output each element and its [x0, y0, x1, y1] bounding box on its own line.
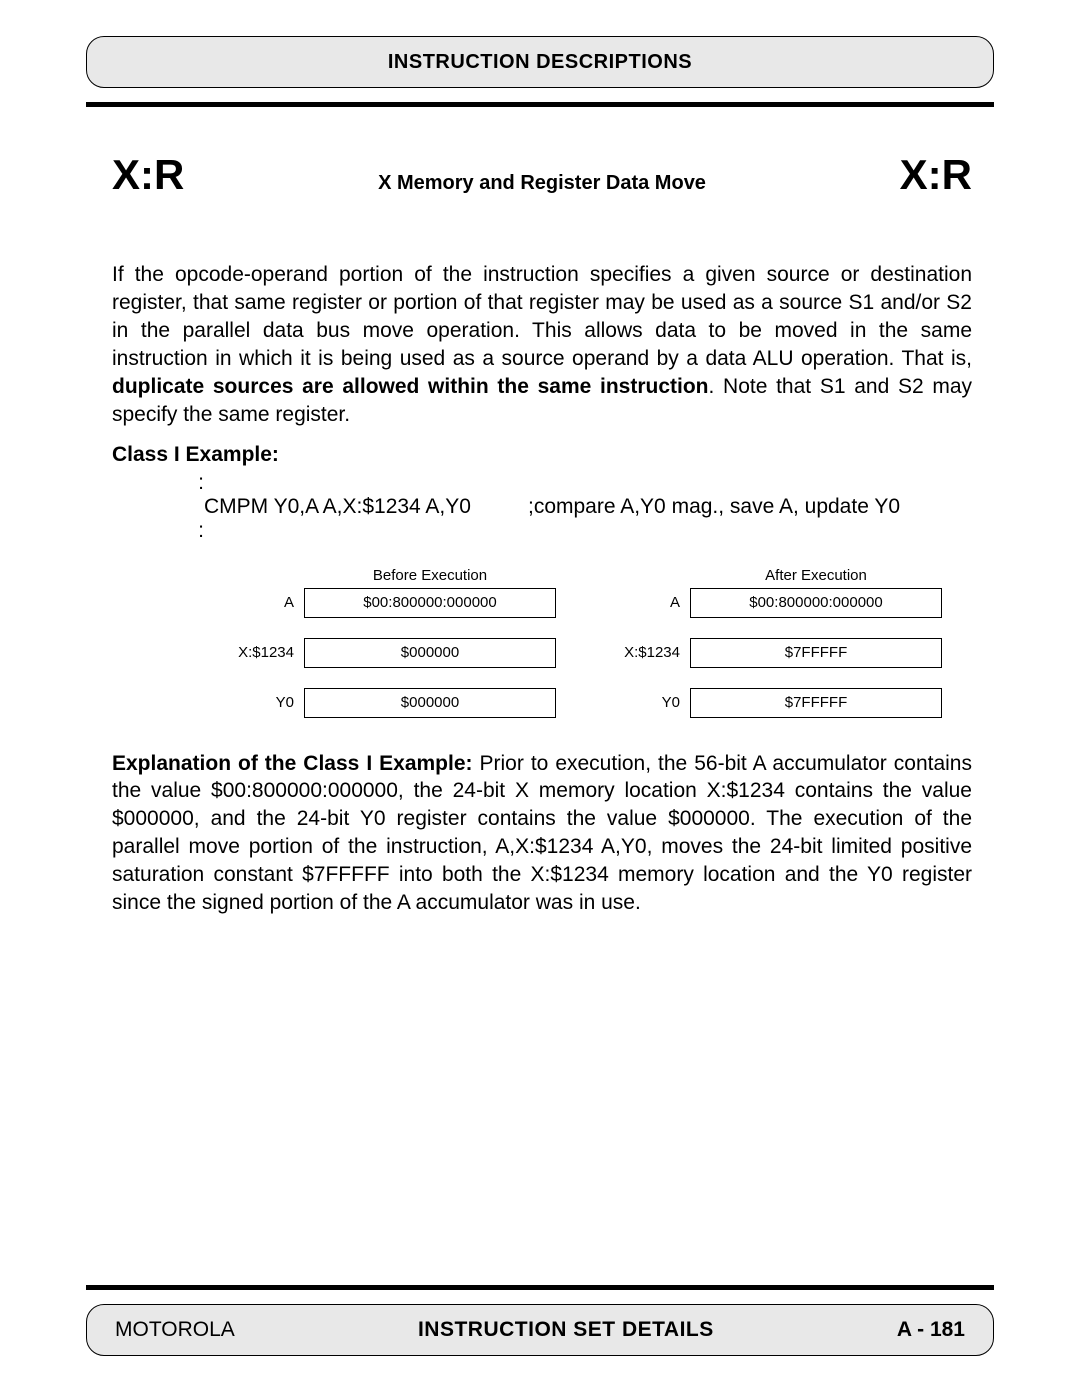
after-value-0: $00:800000:000000 — [690, 588, 942, 618]
code-dots2: : — [112, 519, 204, 543]
mnemonic-right: X:R — [900, 151, 972, 199]
footer-center: INSTRUCTION SET DETAILS — [418, 1318, 714, 1342]
explanation-bold: Explanation of the Class I Example: — [112, 752, 473, 775]
register-diagram: Before Execution A $00:800000:000000 X:$… — [86, 567, 994, 738]
title-row: X:R X Memory and Register Data Move X:R — [86, 151, 994, 199]
after-column: After Execution A $00:800000:000000 X:$1… — [612, 567, 942, 738]
after-value-1: $7FFFFF — [690, 638, 942, 668]
footer-rule — [86, 1285, 994, 1290]
footer-box: MOTOROLA INSTRUCTION SET DETAILS A - 181 — [86, 1304, 994, 1356]
before-value-0: $00:800000:000000 — [304, 588, 556, 618]
code-block: : CMPM Y0,A A,X:$1234 A,Y0 ;compare A,Y0… — [86, 471, 994, 543]
after-label-0: A — [612, 594, 690, 611]
footer-left: MOTOROLA — [115, 1318, 235, 1342]
intro-paragraph: If the opcode-operand portion of the ins… — [86, 261, 994, 429]
explanation-text: Prior to execution, the 56-bit A accumul… — [112, 752, 972, 915]
after-label-2: Y0 — [612, 694, 690, 711]
class-label: Class I Example: — [86, 443, 994, 467]
before-value-2: $000000 — [304, 688, 556, 718]
p1-pre: If the opcode-operand portion of the ins… — [112, 263, 972, 370]
header-title: INSTRUCTION DESCRIPTIONS — [388, 51, 692, 74]
mnemonic-left: X:R — [112, 151, 184, 199]
after-heading: After Execution — [612, 567, 942, 584]
footer-right: A - 181 — [897, 1318, 965, 1342]
code-instr: CMPM Y0,A A,X:$1234 A,Y0 — [204, 495, 528, 519]
before-heading: Before Execution — [226, 567, 556, 584]
p1-bold: duplicate sources are allowed within the… — [112, 375, 709, 398]
code-dots1: : — [112, 471, 204, 495]
before-label-1: X:$1234 — [226, 644, 304, 661]
code-comment: ;compare A,Y0 mag., save A, update Y0 — [528, 495, 994, 519]
before-label-0: A — [226, 594, 304, 611]
footer-area: MOTOROLA INSTRUCTION SET DETAILS A - 181 — [86, 1285, 994, 1356]
before-value-1: $000000 — [304, 638, 556, 668]
after-value-2: $7FFFFF — [690, 688, 942, 718]
header-box: INSTRUCTION DESCRIPTIONS — [86, 36, 994, 88]
before-column: Before Execution A $00:800000:000000 X:$… — [226, 567, 556, 738]
before-label-2: Y0 — [226, 694, 304, 711]
explanation-paragraph: Explanation of the Class I Example: Prio… — [86, 750, 994, 918]
header-rule — [86, 102, 994, 107]
instruction-subtitle: X Memory and Register Data Move — [378, 172, 706, 195]
after-label-1: X:$1234 — [612, 644, 690, 661]
